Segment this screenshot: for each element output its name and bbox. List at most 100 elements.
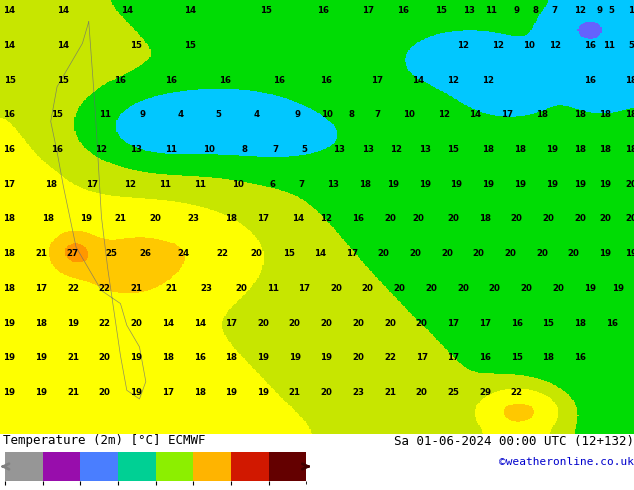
Text: 21: 21 xyxy=(165,284,177,293)
Text: 18: 18 xyxy=(574,110,586,120)
Text: 20: 20 xyxy=(511,215,522,223)
Text: 18: 18 xyxy=(536,110,548,120)
Text: 19: 19 xyxy=(4,318,15,328)
Text: 29: 29 xyxy=(479,388,491,397)
Text: 19: 19 xyxy=(4,353,15,362)
Text: Sa 01-06-2024 00:00 UTC (12+132): Sa 01-06-2024 00:00 UTC (12+132) xyxy=(394,435,634,447)
Text: 8: 8 xyxy=(533,6,539,15)
Text: 8: 8 xyxy=(349,110,355,120)
Text: 20: 20 xyxy=(552,284,564,293)
Text: 18: 18 xyxy=(162,353,174,362)
Text: 16: 16 xyxy=(584,76,595,85)
Text: 5: 5 xyxy=(628,41,634,50)
Text: 20: 20 xyxy=(413,215,424,223)
Text: 18: 18 xyxy=(4,284,15,293)
Text: 20: 20 xyxy=(353,318,364,328)
Text: 17: 17 xyxy=(35,284,48,293)
Text: 19: 19 xyxy=(80,215,91,223)
Text: 19: 19 xyxy=(131,388,142,397)
Text: 18: 18 xyxy=(543,353,554,362)
Text: 18: 18 xyxy=(574,318,586,328)
Text: 20: 20 xyxy=(384,215,396,223)
Text: 13: 13 xyxy=(327,180,339,189)
Text: 23: 23 xyxy=(188,215,199,223)
Text: 11: 11 xyxy=(165,145,177,154)
Text: 19: 19 xyxy=(625,249,634,258)
Text: 17: 17 xyxy=(447,318,460,328)
Text: 17: 17 xyxy=(257,215,269,223)
Text: 18: 18 xyxy=(482,145,494,154)
Text: 7: 7 xyxy=(374,110,380,120)
Text: 6: 6 xyxy=(269,180,276,189)
Text: 15: 15 xyxy=(4,76,15,85)
Text: 13: 13 xyxy=(131,145,142,154)
Text: 18: 18 xyxy=(194,388,205,397)
Text: 24: 24 xyxy=(178,249,190,258)
Text: 20: 20 xyxy=(574,215,586,223)
Text: 12: 12 xyxy=(457,41,469,50)
Text: 14: 14 xyxy=(292,215,304,223)
Text: 26: 26 xyxy=(140,249,152,258)
Text: 17: 17 xyxy=(447,353,460,362)
Text: 16: 16 xyxy=(511,318,522,328)
Text: 20: 20 xyxy=(505,249,516,258)
Text: 21: 21 xyxy=(115,215,126,223)
Text: 20: 20 xyxy=(625,180,634,189)
Text: 19: 19 xyxy=(131,353,142,362)
Text: 15: 15 xyxy=(511,353,522,362)
Text: 17: 17 xyxy=(479,318,491,328)
Text: 21: 21 xyxy=(384,388,396,397)
Text: 18: 18 xyxy=(226,215,237,223)
Text: 17: 17 xyxy=(162,388,174,397)
Text: 19: 19 xyxy=(612,284,624,293)
Text: 18: 18 xyxy=(600,145,611,154)
Text: 18: 18 xyxy=(36,318,47,328)
Text: 4: 4 xyxy=(178,110,184,120)
Text: 16: 16 xyxy=(4,145,15,154)
Text: 12: 12 xyxy=(482,76,494,85)
Text: 20: 20 xyxy=(489,284,500,293)
Text: 22: 22 xyxy=(384,353,396,362)
Text: 17: 17 xyxy=(3,180,16,189)
Text: 27: 27 xyxy=(67,249,79,258)
Text: 19: 19 xyxy=(546,180,557,189)
Text: 14: 14 xyxy=(57,6,70,15)
Text: 18: 18 xyxy=(45,180,56,189)
Text: 12: 12 xyxy=(549,41,560,50)
Text: 21: 21 xyxy=(36,249,47,258)
Text: 19: 19 xyxy=(4,388,15,397)
Text: 20: 20 xyxy=(384,318,396,328)
Text: 15: 15 xyxy=(184,41,196,50)
Text: Temperature (2m) [°C] ECMWF: Temperature (2m) [°C] ECMWF xyxy=(3,434,205,447)
Text: 20: 20 xyxy=(378,249,389,258)
Text: 17: 17 xyxy=(371,76,384,85)
Text: 14: 14 xyxy=(57,41,70,50)
Text: 14: 14 xyxy=(162,318,174,328)
Text: 13: 13 xyxy=(419,145,430,154)
Text: 20: 20 xyxy=(362,284,373,293)
Text: 16: 16 xyxy=(4,110,15,120)
Text: 20: 20 xyxy=(257,318,269,328)
Text: 12: 12 xyxy=(448,76,459,85)
Text: 17: 17 xyxy=(501,110,514,120)
Text: 12: 12 xyxy=(321,215,332,223)
Text: 11: 11 xyxy=(99,110,110,120)
Text: 20: 20 xyxy=(394,284,405,293)
Text: 14: 14 xyxy=(412,76,425,85)
Text: 18: 18 xyxy=(514,145,526,154)
Text: 12: 12 xyxy=(492,41,503,50)
Text: 14: 14 xyxy=(120,6,133,15)
Text: 11: 11 xyxy=(603,41,614,50)
Text: 20: 20 xyxy=(251,249,262,258)
Text: 20: 20 xyxy=(600,215,611,223)
Text: 16: 16 xyxy=(115,76,126,85)
Text: 21: 21 xyxy=(67,353,79,362)
Text: 15: 15 xyxy=(543,318,554,328)
Text: 15: 15 xyxy=(51,110,63,120)
Text: 7: 7 xyxy=(298,180,304,189)
Text: 21: 21 xyxy=(289,388,301,397)
Text: 20: 20 xyxy=(543,215,554,223)
Text: 18: 18 xyxy=(625,145,634,154)
Text: 17: 17 xyxy=(361,6,374,15)
Text: 18: 18 xyxy=(359,180,370,189)
